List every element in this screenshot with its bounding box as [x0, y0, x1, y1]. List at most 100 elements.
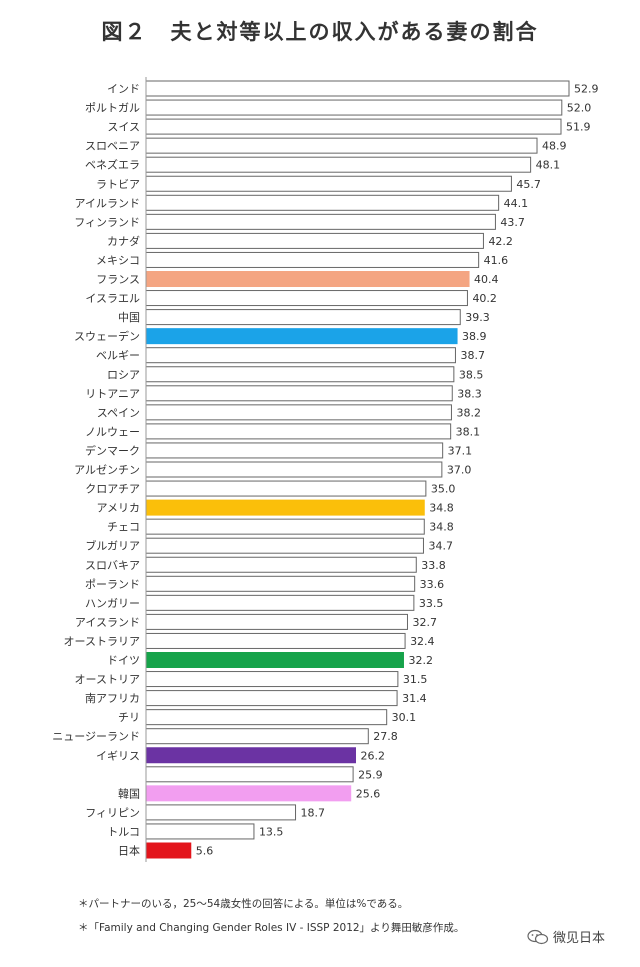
bar-リトアニア — [145, 385, 453, 402]
category-label: アルゼンチン — [74, 464, 140, 477]
value-label: 18.7 — [301, 806, 326, 819]
bar-韓国 — [145, 785, 352, 802]
bar-デンマーク — [145, 442, 444, 459]
category-label: チリ — [118, 711, 140, 724]
bar-ラトビア — [145, 175, 512, 192]
value-label: 39.3 — [465, 311, 490, 324]
category-label: ポーランド — [85, 578, 140, 591]
category-label: スウェーデン — [74, 329, 140, 343]
category-label: 南アフリカ — [85, 692, 140, 705]
category-label: イギリス — [96, 749, 140, 762]
value-label: 38.5 — [459, 368, 484, 381]
bar-スロベニア — [145, 137, 538, 154]
category-label: スロベニア — [85, 140, 140, 153]
category-label: スペイン — [97, 406, 140, 419]
bar-フランス — [145, 271, 470, 287]
value-label: 32.7 — [412, 616, 437, 629]
bar-スペイン — [145, 404, 452, 421]
category-label: ノルウェー — [85, 425, 140, 438]
bar-チェコ — [145, 518, 425, 535]
bar-メキシコ — [145, 251, 480, 268]
bar-ブルガリア — [145, 537, 424, 554]
bar-ポーランド — [145, 575, 416, 592]
value-label: 44.1 — [504, 197, 529, 210]
bar-スロバキア — [145, 556, 417, 573]
value-label: 40.2 — [472, 292, 497, 305]
bar-ドイツ — [145, 652, 404, 668]
bar-インド — [145, 80, 570, 97]
category-label: ロシア — [107, 368, 140, 381]
value-label: 32.2 — [408, 654, 433, 667]
bar-ベルギー — [145, 347, 456, 364]
category-label: スイス — [107, 121, 140, 134]
category-label: ブルガリア — [85, 539, 140, 553]
bar-スウェーデン — [145, 328, 458, 345]
watermark: 微见日本 — [527, 927, 605, 946]
value-label: 37.0 — [447, 464, 472, 477]
value-label: 27.8 — [373, 730, 398, 743]
bar-スイス — [145, 118, 562, 135]
category-label: チェコ — [107, 521, 140, 534]
value-label: 30.1 — [392, 711, 417, 724]
category-label: トルコ — [107, 825, 140, 838]
bar-フィリピン — [145, 804, 297, 821]
bar-アイルランド — [145, 194, 500, 211]
bar-フィンランド — [145, 213, 496, 230]
bar-イスラエル — [145, 290, 468, 307]
value-label: 38.3 — [457, 387, 482, 400]
value-label: 35.0 — [431, 483, 456, 496]
value-label: 31.4 — [402, 692, 427, 705]
value-label: 48.1 — [536, 159, 561, 172]
category-label: 日本 — [118, 844, 140, 858]
category-label: オーストラリア — [64, 635, 140, 648]
value-label: 13.5 — [259, 825, 284, 838]
category-label: フランス — [96, 273, 140, 286]
bar-オーストリア — [145, 671, 399, 688]
bar-アイスランド — [145, 613, 408, 630]
value-label: 33.8 — [421, 559, 446, 572]
category-label: リトアニア — [85, 387, 140, 400]
category-label: アメリカ — [97, 502, 140, 515]
value-label: 5.6 — [196, 845, 214, 858]
bar-カナダ — [145, 232, 484, 249]
category-label: インド — [107, 83, 140, 96]
category-label: アイスランド — [75, 616, 140, 629]
bar-chart: インド 52.9 ポルトガル 52.0 スイス 51.9 スロベニア 48.9 ベネズエラ 48.… — [52, 77, 599, 863]
value-label: 34.8 — [429, 502, 454, 515]
category-label: フィリピン — [85, 806, 140, 819]
bar-中国 — [145, 309, 461, 326]
value-label: 25.9 — [358, 768, 383, 781]
category-label: ニュージーランド — [52, 730, 140, 743]
value-label: 26.2 — [361, 749, 386, 762]
value-label: 37.1 — [448, 444, 473, 457]
bar-ノルウェー — [145, 423, 452, 440]
bar-オーストラリア — [145, 632, 406, 649]
bar-チリ — [145, 709, 388, 726]
category-label: メキシコ — [96, 254, 140, 267]
bar-イギリス — [145, 747, 357, 764]
value-label: 31.5 — [403, 673, 428, 686]
value-label: 48.9 — [542, 140, 567, 153]
value-label: 45.7 — [516, 178, 541, 191]
category-label: クロアチア — [85, 483, 140, 496]
value-label: 43.7 — [500, 216, 525, 229]
footnote-source: ＊「Family and Changing Gender Roles IV - … — [78, 922, 465, 934]
category-label: フィンランド — [74, 216, 140, 229]
category-label: 中国 — [118, 311, 140, 324]
value-label: 40.4 — [474, 273, 499, 286]
bar-unlabeled-36 — [145, 766, 354, 783]
category-label: ポルトガル — [85, 102, 140, 115]
value-label: 38.1 — [456, 425, 481, 438]
category-label: カナダ — [107, 234, 140, 248]
category-label: ラトビア — [96, 178, 140, 191]
value-label: 32.4 — [410, 635, 435, 648]
category-label: ベネズエラ — [85, 158, 140, 172]
bar-ベネズエラ — [145, 156, 532, 173]
bar-ロシア — [145, 366, 455, 383]
value-label: 52.9 — [574, 83, 599, 96]
bar-南アフリカ — [145, 690, 398, 707]
value-label: 34.7 — [428, 540, 453, 553]
value-label: 38.2 — [456, 406, 481, 419]
category-label: ドイツ — [107, 654, 140, 667]
bar-トルコ — [145, 823, 255, 840]
